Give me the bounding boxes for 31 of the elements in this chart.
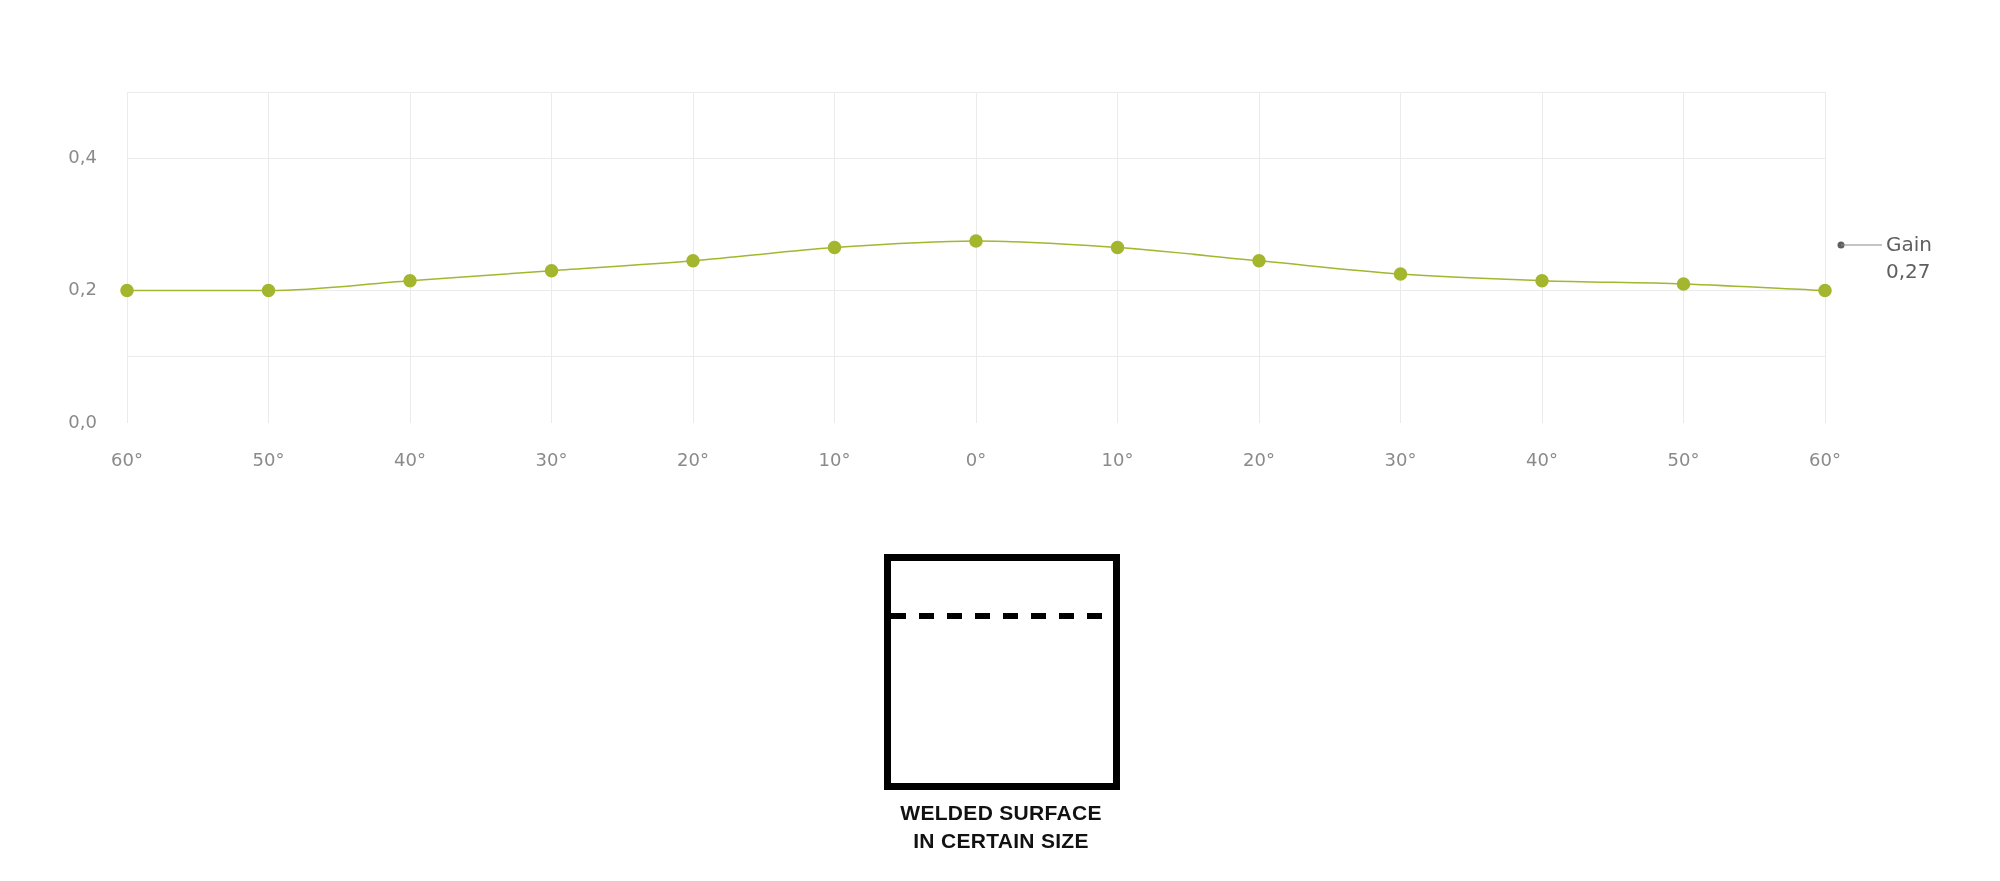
point — [1393, 267, 1408, 281]
x-tick-label: 40° — [394, 449, 426, 471]
point — [1252, 254, 1266, 268]
point — [403, 273, 417, 288]
x-tick-label: 10° — [1101, 449, 1134, 471]
point — [1676, 277, 1691, 291]
y-tick-label: 0,2 — [68, 278, 97, 300]
x-tick-label: 50° — [252, 449, 285, 471]
x-tick-label: 20° — [677, 449, 709, 471]
x-tick-label: 20° — [1243, 449, 1275, 471]
y-tick-label: 0,4 — [68, 145, 97, 167]
point — [1110, 240, 1125, 255]
point — [120, 283, 134, 298]
point — [261, 283, 276, 298]
x-tick-label: 30° — [535, 449, 568, 471]
y-tick-label: 0,0 — [68, 410, 97, 432]
x-tick-label: 60° — [111, 449, 143, 471]
text: WELDED SURFACE IN CERTAIN SIZE — [899, 800, 1103, 854]
point — [686, 254, 700, 268]
x-tick-label: 30° — [1384, 449, 1417, 471]
x-tick-label: 60° — [1809, 449, 1841, 471]
text: Gain 0,27 — [1886, 231, 1932, 285]
point — [969, 234, 983, 248]
x-tick-label: 50° — [1667, 449, 1700, 471]
x-tick-label: 10° — [818, 449, 851, 471]
point — [1535, 273, 1549, 288]
point — [827, 240, 842, 255]
point — [544, 263, 559, 278]
x-tick-label: 0° — [965, 449, 987, 471]
x-tick-label: 40° — [1526, 449, 1558, 471]
point — [1818, 283, 1832, 298]
